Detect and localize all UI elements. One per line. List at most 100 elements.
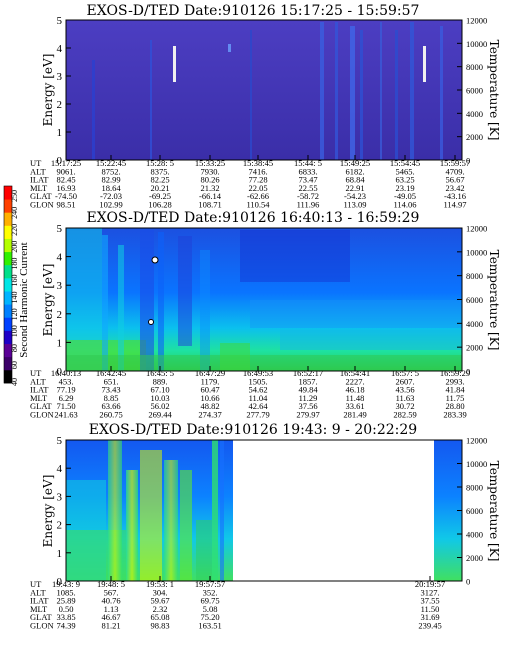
colorbar-swatch xyxy=(4,317,12,331)
panel-3-ytick-label: 4 xyxy=(57,463,63,475)
colorbar-frame xyxy=(3,185,13,384)
panel-2-table-cell: 277.79 xyxy=(246,410,269,420)
panel-1-table-cell: -72.03 xyxy=(100,191,122,201)
panel-2-table-cell: 274.37 xyxy=(198,410,221,420)
colorbar-tick-label: 60 xyxy=(10,361,19,369)
panel-3-table-cell: 98.83 xyxy=(150,621,169,631)
panel-1-table-cell: 9061. xyxy=(56,166,75,176)
panel-3-table-cell: 19:57:57 xyxy=(195,579,225,589)
panel-1-ytick-right-label: 2000 xyxy=(466,132,483,142)
colorbar-swatch xyxy=(4,304,12,318)
panel-2-table-row-label: GLAT xyxy=(30,401,53,411)
colorbar: 40 60 80 100 120 140 160 180 200 220 240 250 Second… xyxy=(3,185,30,386)
panel-2-table-cell: 28.80 xyxy=(445,401,464,411)
panel-2-table-cell: 56.02 xyxy=(150,401,169,411)
panel-2-table-cell: 30.72 xyxy=(395,401,414,411)
panel-3-table-cell: 163.51 xyxy=(198,621,221,631)
panel-3-table-cell: 19:43: 9 xyxy=(52,579,80,589)
colorbar-tick-label: 160 xyxy=(10,275,19,287)
panel-2-table-cell: 71.50 xyxy=(56,401,75,411)
panel-2: EXOS-D/TED Date:910126 16:40:13 - 16:59:… xyxy=(30,210,501,420)
panel-1-ytick-right-label: 8000 xyxy=(466,62,483,72)
panel-2-table-cell: 16:57: 5 xyxy=(391,368,419,378)
panel-1-right-ticks: 0 2000 4000 6000 8000 10000 12000 xyxy=(457,16,487,166)
panel-2-ylabel-right: Temperature [K] xyxy=(487,250,501,351)
colorbar-tick-label: 200 xyxy=(10,241,19,253)
colorbar-swatch xyxy=(4,330,12,344)
panel-3: EXOS-D/TED Date:910126 19:43: 9 - 20:22:… xyxy=(30,422,501,631)
panel-1-ytick-label: 3 xyxy=(57,71,63,83)
panel-1-table-cell: 114.06 xyxy=(393,200,416,210)
panel-1-table-cell: 6833. xyxy=(298,166,317,176)
panel-2-ytick-right-label: 6000 xyxy=(466,295,483,305)
panel-1-table-cell: 23.42 xyxy=(445,183,464,193)
colorbar-swatch xyxy=(4,369,12,384)
panel-3-table-cell: 19:48: 5 xyxy=(97,579,125,589)
panel-1-table-cell: 82.25 xyxy=(150,175,169,185)
panel-2-table-cell: 49.84 xyxy=(298,385,318,395)
panel-3-table-row-label: GLON xyxy=(30,621,54,631)
panel-1-table-row-label: GLON xyxy=(30,200,54,210)
panel-2-table-cell: 889. xyxy=(153,376,168,386)
panel-2-table-cell: 77.19 xyxy=(56,385,75,395)
panel-2-table-cell: 43.56 xyxy=(395,385,414,395)
panel-2-table-cell: 10.66 xyxy=(200,393,219,403)
panel-1-table-cell: 15:54:45 xyxy=(390,158,420,168)
panel-2-table-cell: 16:49:53 xyxy=(243,368,273,378)
colorbar-tick-label: 40 xyxy=(10,378,19,386)
panel-3-table-cell: 1.13 xyxy=(104,604,119,614)
panel-1-table-cell: 8752. xyxy=(101,166,120,176)
panel-1-table-cell: 113.09 xyxy=(343,200,366,210)
panel-3-table-cell: 74.39 xyxy=(56,621,75,631)
panel-2-table-cell: 54.62 xyxy=(248,385,267,395)
panel-1-table-cell: 15:38:45 xyxy=(243,158,273,168)
panel-1-table-cell: 63.25 xyxy=(395,175,414,185)
panel-2-table-cell: 11.04 xyxy=(249,393,269,403)
panel-3-table-cell: 3127. xyxy=(420,587,439,597)
panel-2-table-cell: 63.66 xyxy=(101,401,120,411)
panel-1-table-cell: 15:59:57 xyxy=(440,158,470,168)
panel-1: EXOS-D/TED Date:910126 15:17:25 - 15:59:… xyxy=(30,3,501,210)
panel-1-table-cell: 22.55 xyxy=(298,183,317,193)
panel-1-table-cell: 15:17:25 xyxy=(51,158,81,168)
panel-1-table-cell: -43.16 xyxy=(444,191,466,201)
panel-2-table-row-label: ALT xyxy=(30,376,47,386)
colorbar-swatch xyxy=(4,238,12,253)
panel-3-ytick-right-label: 4000 xyxy=(466,530,483,540)
panel-2-table-cell: 1179. xyxy=(201,376,220,386)
panel-1-ytick-right-label: 4000 xyxy=(466,109,483,119)
panel-1-table-cell: -66.14 xyxy=(199,191,222,201)
panel-2-heatmap-features xyxy=(66,228,462,371)
colorbar-tick-label: 180 xyxy=(10,258,19,270)
panel-1-table-cell: 16.93 xyxy=(56,183,75,193)
panel-1-table-cell: 106.28 xyxy=(148,200,171,210)
panel-1-table-cell: 73.47 xyxy=(298,175,317,185)
colorbar-swatch xyxy=(4,343,12,358)
panel-1-table-cell: 22.05 xyxy=(248,183,267,193)
panel-1-table-cell: -69.25 xyxy=(149,191,171,201)
panel-2-ytick-label: 5 xyxy=(57,223,63,235)
panel-2-table-cell: 48.82 xyxy=(200,401,219,411)
panel-1-table-cell: 68.84 xyxy=(345,175,365,185)
panel-2-table-row-label: ILAT xyxy=(30,385,49,395)
panel-1-table-cell: 21.32 xyxy=(200,183,219,193)
panel-2-table-cell: 16:47:29 xyxy=(195,368,225,378)
panel-1-table-cell: 102.99 xyxy=(99,200,122,210)
panel-3-table-cell: 0.50 xyxy=(59,604,74,614)
panel-2-ytick-right-label: 0 xyxy=(466,367,470,377)
panel-1-table-cell: -54.23 xyxy=(344,191,366,201)
panel-3-table-row-label: ILAT xyxy=(30,596,49,606)
panel-1-table-row-label: ALT xyxy=(30,166,47,176)
panel-2-table-cell: 1505. xyxy=(248,376,267,386)
panel-2-table-cell: 11.63 xyxy=(396,393,415,403)
colorbar-label: Second Harmonic Current xyxy=(18,242,30,357)
panel-2-ytick-right-label: 4000 xyxy=(466,319,483,329)
panel-1-table-cell: -62.66 xyxy=(247,191,269,201)
panel-3-table-cell: 69.75 xyxy=(200,596,219,606)
panel-1-table-cell: 82.45 xyxy=(56,175,75,185)
panel-2-table-cell: 16:42:45 xyxy=(96,368,126,378)
panel-1-table-cell: -74.50 xyxy=(55,191,77,201)
panel-2-ytick-right-label: 12000 xyxy=(466,224,487,234)
